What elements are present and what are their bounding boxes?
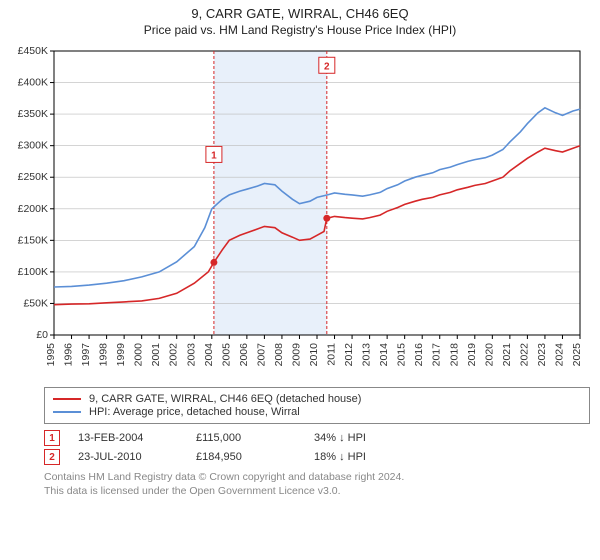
- event-date: 23-JUL-2010: [78, 451, 178, 463]
- event-row: 2 23-JUL-2010 £184,950 18% ↓ HPI: [44, 449, 590, 465]
- event-row: 1 13-FEB-2004 £115,000 34% ↓ HPI: [44, 430, 590, 446]
- page-subtitle: Price paid vs. HM Land Registry's House …: [0, 23, 600, 37]
- svg-text:2005: 2005: [220, 343, 232, 367]
- svg-text:2012: 2012: [343, 343, 355, 367]
- svg-text:2024: 2024: [553, 343, 565, 367]
- svg-text:£0: £0: [36, 329, 48, 341]
- svg-text:2006: 2006: [238, 343, 250, 367]
- svg-text:2018: 2018: [448, 343, 460, 367]
- legend-row: HPI: Average price, detached house, Wirr…: [53, 406, 581, 418]
- svg-text:2025: 2025: [571, 343, 583, 367]
- svg-text:2009: 2009: [290, 343, 302, 367]
- svg-text:2010: 2010: [308, 343, 320, 367]
- legend-swatch: [53, 411, 81, 413]
- svg-text:1999: 1999: [115, 343, 127, 367]
- svg-text:2016: 2016: [413, 343, 425, 367]
- svg-text:2: 2: [324, 61, 330, 72]
- svg-text:2007: 2007: [255, 343, 267, 367]
- footer-line1: Contains HM Land Registry data © Crown c…: [44, 471, 590, 485]
- svg-text:£100K: £100K: [18, 266, 48, 278]
- svg-text:2022: 2022: [518, 343, 530, 367]
- event-table: 1 13-FEB-2004 £115,000 34% ↓ HPI 2 23-JUL-201…: [44, 430, 590, 465]
- svg-text:2013: 2013: [361, 343, 373, 367]
- svg-text:2019: 2019: [466, 343, 478, 367]
- svg-text:2020: 2020: [483, 343, 495, 367]
- svg-text:1996: 1996: [63, 343, 75, 367]
- svg-text:£200K: £200K: [18, 203, 48, 215]
- chart-svg: £0 £50K £100K £150K £200K £250K £300K £350K £400…: [10, 43, 590, 383]
- svg-text:2015: 2015: [396, 343, 408, 367]
- event-price: £184,950: [196, 451, 296, 463]
- legend: 9, CARR GATE, WIRRAL, CH46 6EQ (detached…: [44, 387, 590, 424]
- svg-text:£250K: £250K: [18, 171, 48, 183]
- svg-text:1995: 1995: [45, 343, 57, 367]
- svg-text:£350K: £350K: [18, 108, 48, 120]
- legend-row: 9, CARR GATE, WIRRAL, CH46 6EQ (detached…: [53, 393, 581, 405]
- svg-text:£150K: £150K: [18, 234, 48, 246]
- svg-text:2002: 2002: [168, 343, 180, 367]
- legend-label: 9, CARR GATE, WIRRAL, CH46 6EQ (detached…: [89, 393, 361, 405]
- event-badge: 2: [44, 449, 60, 465]
- svg-text:1998: 1998: [98, 343, 110, 367]
- footer: Contains HM Land Registry data © Crown c…: [44, 471, 590, 498]
- footer-line2: This data is licensed under the Open Gov…: [44, 485, 590, 499]
- price-chart: £0 £50K £100K £150K £200K £250K £300K £350K £400…: [10, 43, 590, 383]
- svg-text:2011: 2011: [326, 343, 338, 366]
- svg-text:£300K: £300K: [18, 140, 48, 152]
- event-delta: 34% ↓ HPI: [314, 432, 414, 444]
- svg-text:2001: 2001: [150, 343, 162, 367]
- svg-text:2008: 2008: [273, 343, 285, 367]
- svg-text:£400K: £400K: [18, 77, 48, 89]
- page-title: 9, CARR GATE, WIRRAL, CH46 6EQ: [0, 6, 600, 21]
- svg-text:2000: 2000: [133, 343, 145, 367]
- event-date: 13-FEB-2004: [78, 432, 178, 444]
- event-price: £115,000: [196, 432, 296, 444]
- svg-text:2004: 2004: [203, 343, 215, 367]
- event-badge: 1: [44, 430, 60, 446]
- svg-text:2014: 2014: [378, 343, 390, 367]
- svg-text:2021: 2021: [501, 343, 513, 367]
- svg-text:£50K: £50K: [23, 297, 48, 309]
- event-delta: 18% ↓ HPI: [314, 451, 414, 463]
- svg-text:2017: 2017: [431, 343, 443, 367]
- legend-label: HPI: Average price, detached house, Wirr…: [89, 406, 300, 418]
- svg-text:2023: 2023: [536, 343, 548, 367]
- legend-swatch: [53, 398, 81, 400]
- svg-text:£450K: £450K: [18, 45, 48, 57]
- svg-text:2003: 2003: [185, 343, 197, 367]
- svg-text:1: 1: [211, 150, 217, 161]
- svg-text:1997: 1997: [80, 343, 92, 367]
